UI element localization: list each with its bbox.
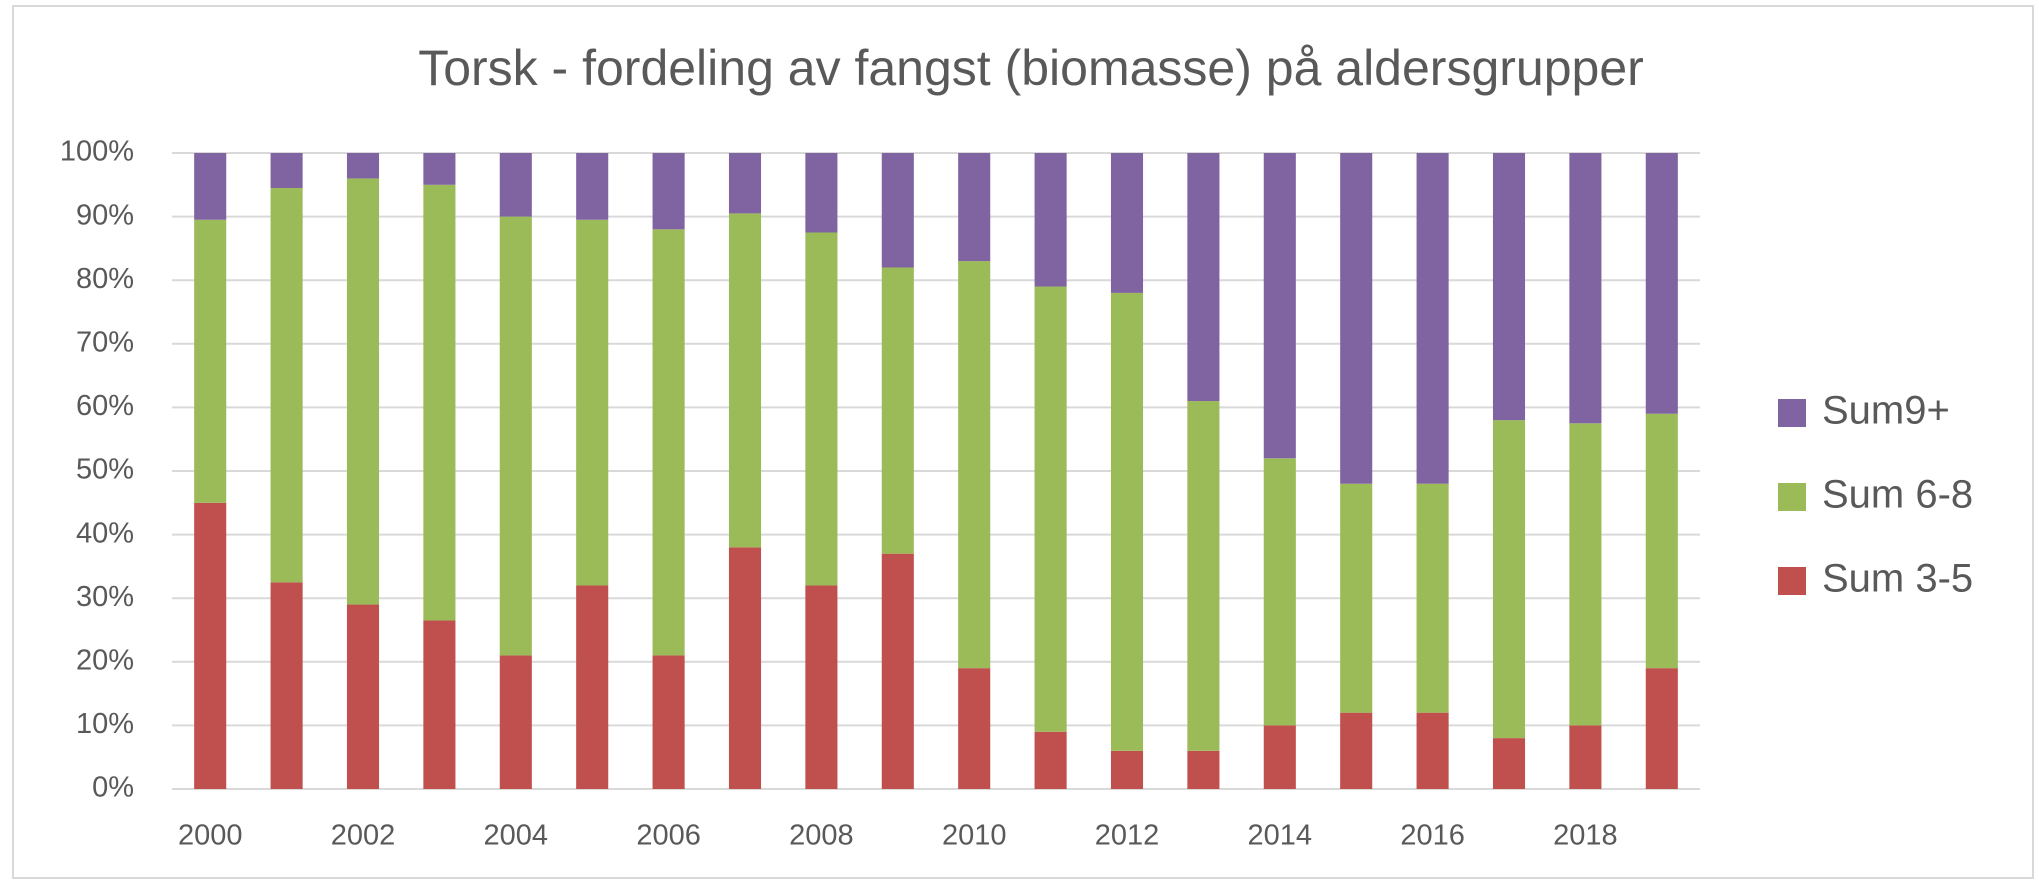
- bar-segment: [1416, 712, 1449, 789]
- bar-segment: [1034, 153, 1067, 287]
- bar-segment: [728, 547, 762, 789]
- bar-segment: [652, 229, 685, 656]
- y-tick-label: 80%: [76, 263, 134, 295]
- bar-segment: [194, 502, 227, 789]
- bar-segment: [576, 219, 609, 586]
- y-tick-label: 10%: [76, 708, 134, 740]
- bar-segment: [194, 219, 227, 503]
- bar-segment: [1263, 458, 1296, 726]
- bar-segment: [1645, 668, 1678, 789]
- bar-segment: [728, 153, 762, 214]
- legend-label: Sum 3-5: [1822, 557, 1973, 601]
- bar-segment: [423, 153, 456, 185]
- x-tick-label: 2006: [636, 820, 701, 852]
- bar-segment: [1645, 413, 1678, 669]
- bar-segment: [805, 153, 838, 233]
- bar-segment: [958, 261, 991, 669]
- bar-segment: [499, 153, 532, 217]
- bar-segment: [1034, 731, 1067, 789]
- y-tick-label: 70%: [76, 326, 134, 358]
- y-tick-label: 100%: [60, 136, 134, 168]
- bar-segment: [1569, 725, 1602, 789]
- bar-segment: [1110, 153, 1144, 293]
- bar-segment: [1110, 750, 1144, 789]
- bar-segment: [1034, 286, 1067, 732]
- bar-segment: [1187, 750, 1220, 789]
- bar-segment: [728, 213, 762, 548]
- bar-segment: [576, 585, 609, 789]
- bar-segment: [1645, 153, 1678, 414]
- y-tick-label: 20%: [76, 644, 134, 676]
- bar-segment: [805, 585, 838, 789]
- bar-segment: [958, 153, 991, 262]
- legend-swatch: [1778, 399, 1806, 427]
- x-tick-label: 2010: [942, 820, 1007, 852]
- bar-segment: [423, 184, 456, 621]
- y-tick-label: 0%: [92, 772, 134, 804]
- legend-swatch: [1778, 567, 1806, 595]
- bar-segment: [1492, 420, 1526, 739]
- bar-segment: [1416, 483, 1449, 713]
- bar-segment: [346, 153, 380, 179]
- bar-segment: [576, 153, 609, 220]
- bar-segment: [1263, 153, 1296, 459]
- bar-segment: [1340, 153, 1373, 484]
- bar-segment: [1340, 483, 1373, 713]
- x-tick-label: 2014: [1248, 820, 1313, 852]
- bar-segment: [958, 668, 991, 789]
- bar-segment: [805, 232, 838, 586]
- bar-segment: [194, 153, 227, 220]
- x-tick-label: 2012: [1095, 820, 1160, 852]
- x-tick-label: 2008: [789, 820, 854, 852]
- bar-segment: [1492, 153, 1526, 421]
- bar-segment: [346, 178, 380, 605]
- bar-segment: [1187, 153, 1220, 402]
- chart-title: Torsk - fordeling av fangst (biomasse) p…: [418, 40, 1644, 96]
- bar-segment: [652, 655, 685, 789]
- bar-segment: [1340, 712, 1373, 789]
- legend-label: Sum 6-8: [1822, 473, 1973, 517]
- bar-segment: [881, 267, 914, 554]
- chart-frame: [12, 5, 2034, 879]
- bar-segment: [423, 620, 456, 789]
- bar-segment: [1263, 725, 1296, 789]
- x-tick-label: 2002: [331, 820, 396, 852]
- bar-segment: [1492, 738, 1526, 789]
- bar-segment: [1569, 153, 1602, 424]
- bar-segment: [346, 604, 380, 789]
- bar-segment: [1187, 401, 1220, 751]
- y-tick-label: 30%: [76, 581, 134, 613]
- bar-segment: [1416, 153, 1449, 484]
- bar-segment: [270, 582, 303, 789]
- bar-segment: [270, 187, 303, 583]
- bar-segment: [881, 153, 914, 268]
- bar-segment: [270, 153, 303, 188]
- y-tick-label: 90%: [76, 199, 134, 231]
- bar-segment: [652, 153, 685, 230]
- bar-segment: [1569, 423, 1602, 726]
- x-tick-label: 2004: [484, 820, 549, 852]
- x-tick-label: 2000: [178, 820, 243, 852]
- legend-swatch: [1778, 483, 1806, 511]
- bar-segment: [499, 216, 532, 656]
- x-tick-label: 2016: [1400, 820, 1465, 852]
- x-tick-label: 2018: [1553, 820, 1618, 852]
- y-tick-label: 50%: [76, 454, 134, 486]
- bar-segment: [1110, 292, 1144, 751]
- bar-segment: [881, 553, 914, 789]
- bar-segment: [499, 655, 532, 789]
- y-tick-label: 40%: [76, 517, 134, 549]
- y-tick-label: 60%: [76, 390, 134, 422]
- legend-label: Sum9+: [1822, 389, 1950, 433]
